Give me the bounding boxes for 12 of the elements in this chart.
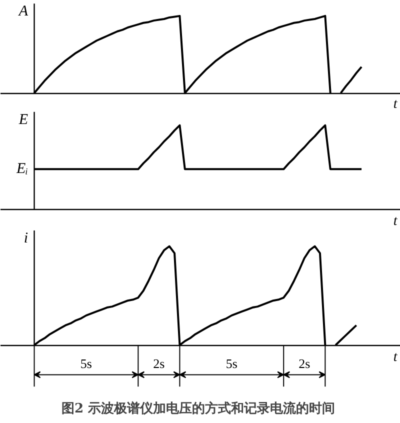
text: 2s — [153, 356, 165, 371]
x-axis-title: t — [393, 96, 398, 112]
text: 图2 示波极谱仪加电压的方式和记录电流的时间 — [61, 400, 336, 416]
y-axis-title: A — [18, 4, 29, 20]
x-axis-title: t — [393, 214, 398, 229]
x-axis-title: t — [393, 350, 398, 366]
y-axis-title: E — [18, 112, 28, 128]
text: 2s — [298, 356, 310, 371]
text: 5s — [80, 356, 92, 371]
text: 5s — [226, 356, 238, 371]
y-axis-title: i — [24, 230, 28, 246]
text: Eᵢ — [15, 161, 28, 178]
